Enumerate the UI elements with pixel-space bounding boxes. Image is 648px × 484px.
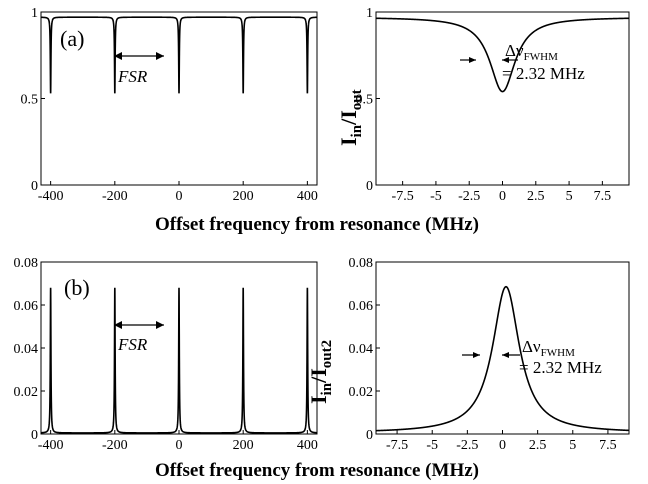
panel-label: (a) [60,26,84,51]
x-tick-label: 7.5 [599,438,617,453]
plot-frame [375,261,630,435]
x-axis-label-bottom: Offset frequency from resonance (MHz) [155,460,479,481]
x-tick-label: 200 [233,438,254,453]
x-tick-label: -5 [430,189,442,204]
x-tick-label: -200 [102,189,128,204]
panel-b-right: -7.5 -5 -2.5 0 2.5 5 7.5 0 0.02 0.04 0.06 0.08 Iin/… [306,256,630,453]
fwhm-arrowhead-left [469,57,476,63]
x-tick-label: -5 [426,438,438,453]
x-tick-label: -2.5 [456,438,478,453]
y-tick-label: 0.06 [349,299,374,314]
y-tick-label: 0.04 [349,342,374,357]
fsr-label: FSR [117,67,148,86]
fsr-label: FSR [117,335,148,354]
x-tick-label: -7.5 [386,438,408,453]
y-axis-label: Iin/Iout2 [306,340,335,404]
y-tick-label: 0 [366,428,373,443]
x-tick-label: 400 [297,189,318,204]
y-tick-label: 0.5 [21,93,39,108]
x-tick-label: -7.5 [392,189,414,204]
y-tick-label: 1 [31,6,38,21]
x-tick-label: 2.5 [529,438,547,453]
fwhm-arrowhead-right [502,352,509,358]
y-tick-label: 0.04 [14,342,39,357]
x-tick-label: 2.5 [527,189,545,204]
x-tick-label: 5 [569,438,576,453]
fwhm-arrowhead-left [473,352,480,358]
series-line [41,16,317,94]
x-tick-label: 200 [233,189,254,204]
fwhm-value: = 2.32 MHz [519,358,602,377]
series-line [375,17,630,93]
x-tick-label: -200 [102,438,128,453]
x-tick-label: 400 [297,438,318,453]
y-tick-label: 0.5 [356,93,374,108]
panel-a-left: -400 -200 0 200 400 0 0.5 1 (a) FSR [21,6,318,204]
y-tick-label: 0.02 [349,385,374,400]
y-tick-label: 1 [366,6,373,21]
series-line [40,287,318,434]
fwhm-symbol: ΔνFWHM [522,337,575,359]
fwhm-arrowhead-right [502,57,509,63]
x-tick-label: 0 [499,438,506,453]
fwhm-value: = 2.32 MHz [502,64,585,83]
series-line [376,285,630,432]
y-tick-label: 0.06 [14,299,39,314]
fwhm-symbol: ΔνFWHM [505,41,558,63]
y-tick-label: 0 [366,179,373,194]
panel-label: (b) [64,275,90,300]
y-tick-label: 0.02 [14,385,39,400]
x-tick-label: 0 [176,189,183,204]
x-tick-label: 7.5 [594,189,612,204]
y-tick-label: 0 [31,428,38,443]
y-tick-label: 0.08 [349,256,374,271]
panel-a-right: -7.5 -5 -2.5 0 2.5 5 7.500.51 Iin/Iout ΔνFWHM … [336,6,630,204]
x-tick-label: 0 [176,438,183,453]
x-tick-label: 5 [566,189,573,204]
plot-frame [375,11,630,186]
x-tick-label: 0 [499,189,506,204]
x-tick-label: -400 [38,438,64,453]
y-tick-label: 0 [31,179,38,194]
panel-b-left: -400 -200 0 200 400 0 0.02 0.04 0.06 0.08 (b) FSR [14,256,318,453]
x-tick-label: -400 [38,189,64,204]
y-tick-label: 0.08 [14,256,39,271]
x-axis-label-top: Offset frequency from resonance (MHz) [155,214,479,235]
x-tick-label: -2.5 [458,189,480,204]
y-axis-label: Iin/Iout [336,89,365,146]
